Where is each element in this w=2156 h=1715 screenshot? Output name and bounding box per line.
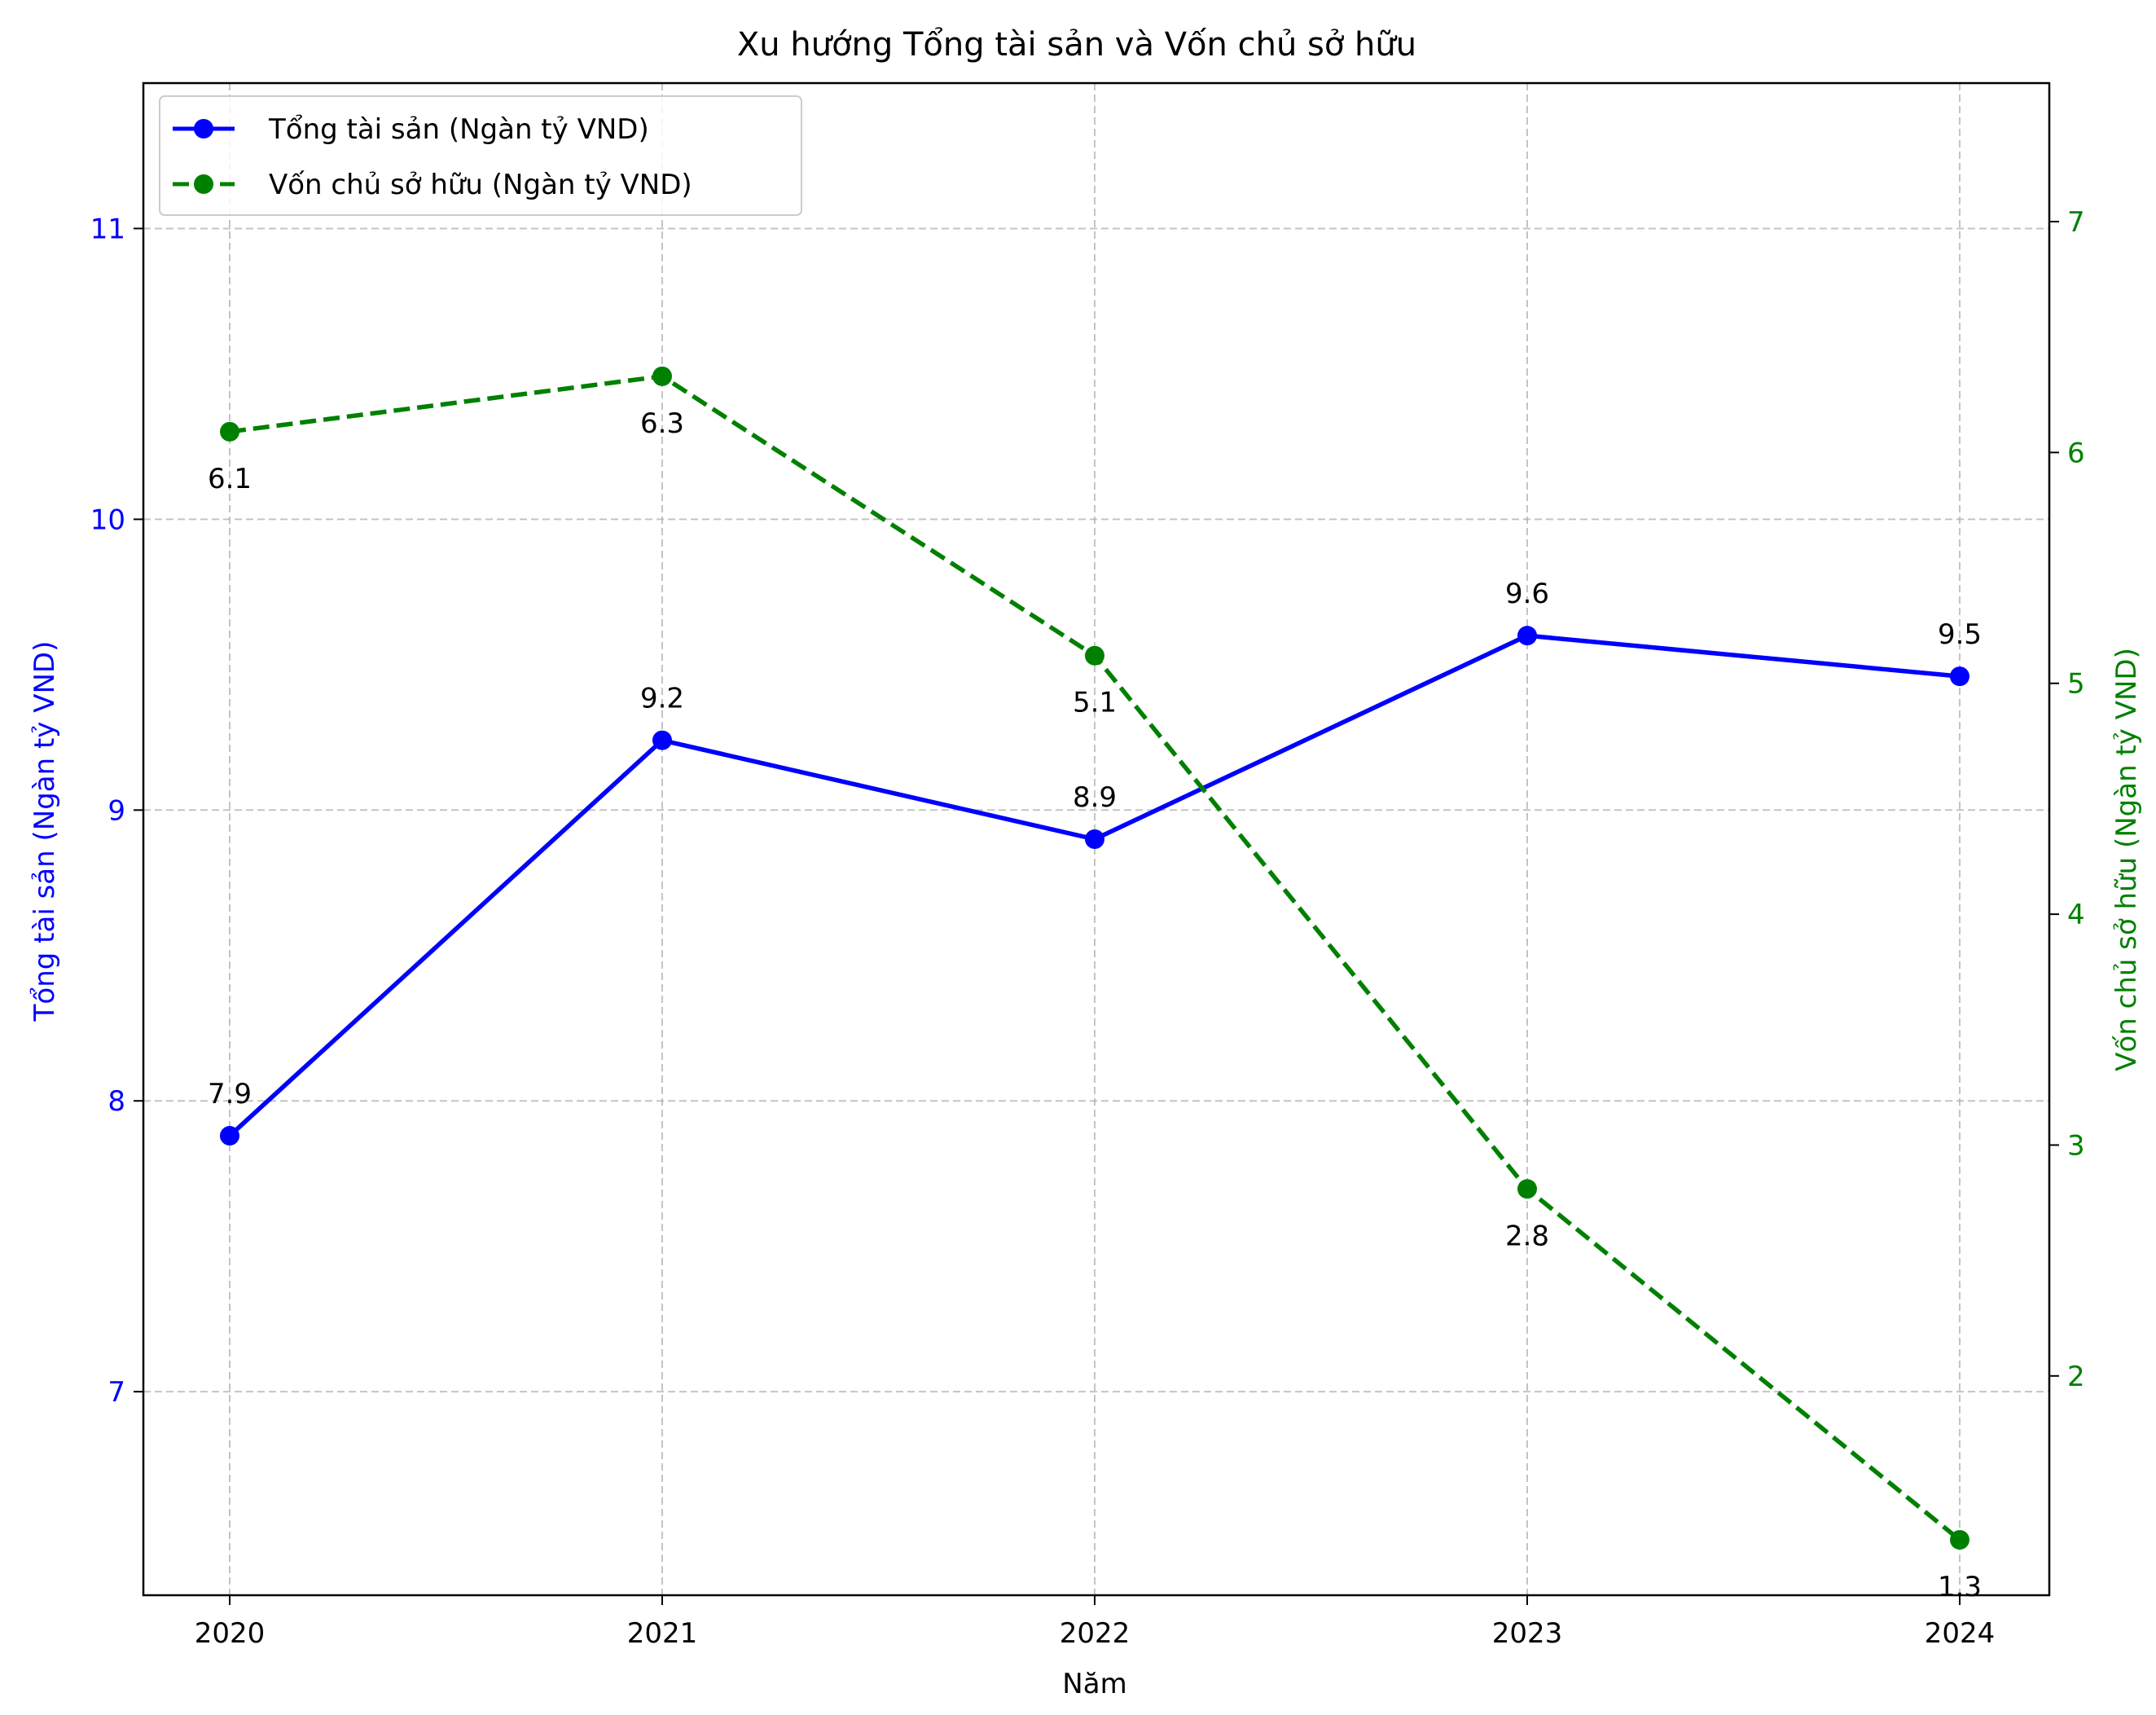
series-0-point: [1517, 626, 1537, 646]
x-tick-label: 2023: [1492, 1617, 1563, 1650]
x-tick-label: 2020: [195, 1617, 266, 1650]
y-left-tick-label: 8: [108, 1085, 125, 1118]
y-axis-left-title: Tổng tài sản (Ngàn tỷ VND): [29, 641, 61, 1022]
legend: Tổng tài sản (Ngàn tỷ VND) Vốn chủ sở hữ…: [159, 95, 802, 216]
y-right-tick-label: 5: [2067, 668, 2085, 701]
series-0-point: [1085, 829, 1104, 849]
series-1-point: [652, 366, 672, 386]
series-1-point: [1517, 1179, 1537, 1199]
series-1-point: [1950, 1529, 1969, 1550]
y-left-tick-label: 11: [90, 213, 125, 245]
y-right-tick-label: 4: [2067, 899, 2085, 931]
series-0-point: [1950, 666, 1969, 687]
y-left-tick-label: 9: [108, 794, 125, 827]
data-label: 6.1: [208, 463, 252, 495]
x-tick-label: 2024: [1925, 1617, 1996, 1650]
series-layer: [220, 366, 1969, 1550]
data-label: 9.6: [1505, 578, 1549, 610]
plot-frame: [142, 81, 2051, 1597]
data-label: 5.1: [1073, 687, 1117, 719]
legend-marker-equity: [194, 174, 213, 194]
y-right-tick-label: 2: [2067, 1361, 2085, 1393]
y-right-tick-label: 3: [2067, 1129, 2085, 1162]
data-label: 8.9: [1073, 781, 1117, 814]
legend-box: [159, 95, 802, 216]
y-right-tick-label: 7: [2067, 206, 2085, 239]
x-tick-label: 2021: [627, 1617, 698, 1650]
y-left-tick-label: 10: [90, 504, 125, 536]
series-1-point: [220, 421, 239, 442]
legend-label-equity: Vốn chủ sở hữu (Ngàn tỷ VND): [269, 169, 692, 201]
data-label: 6.3: [640, 407, 684, 440]
legend-marker-total-assets: [194, 119, 213, 139]
data-label: 7.9: [208, 1078, 252, 1110]
data-label: 2.8: [1505, 1220, 1549, 1252]
data-label-layer: 7.99.28.99.69.56.16.35.12.81.3: [208, 407, 1982, 1603]
series-0-point: [220, 1126, 239, 1146]
grid: [143, 83, 2049, 1595]
series-0-point: [652, 730, 672, 750]
y-right-tick-label: 6: [2067, 437, 2085, 469]
legend-label-total-assets: Tổng tài sản (Ngàn tỷ VND): [268, 113, 649, 146]
y-axis-right-title: Vốn chủ sở hữu (Ngàn tỷ VND): [2110, 648, 2143, 1071]
chart-title: Xu hướng Tổng tài sản và Vốn chủ sở hữu: [737, 26, 1416, 64]
axes: 2020 2021 2022 2023 2024 7 8 9 10 11 2 3 4 5 6 7: [90, 206, 2085, 1650]
data-label: 9.2: [640, 683, 684, 715]
series-1-point: [1085, 645, 1104, 666]
data-label: 9.5: [1938, 618, 1982, 651]
x-axis-title: Năm: [1062, 1668, 1126, 1700]
x-tick-label: 2022: [1060, 1617, 1131, 1650]
y-left-tick-label: 7: [108, 1376, 125, 1409]
